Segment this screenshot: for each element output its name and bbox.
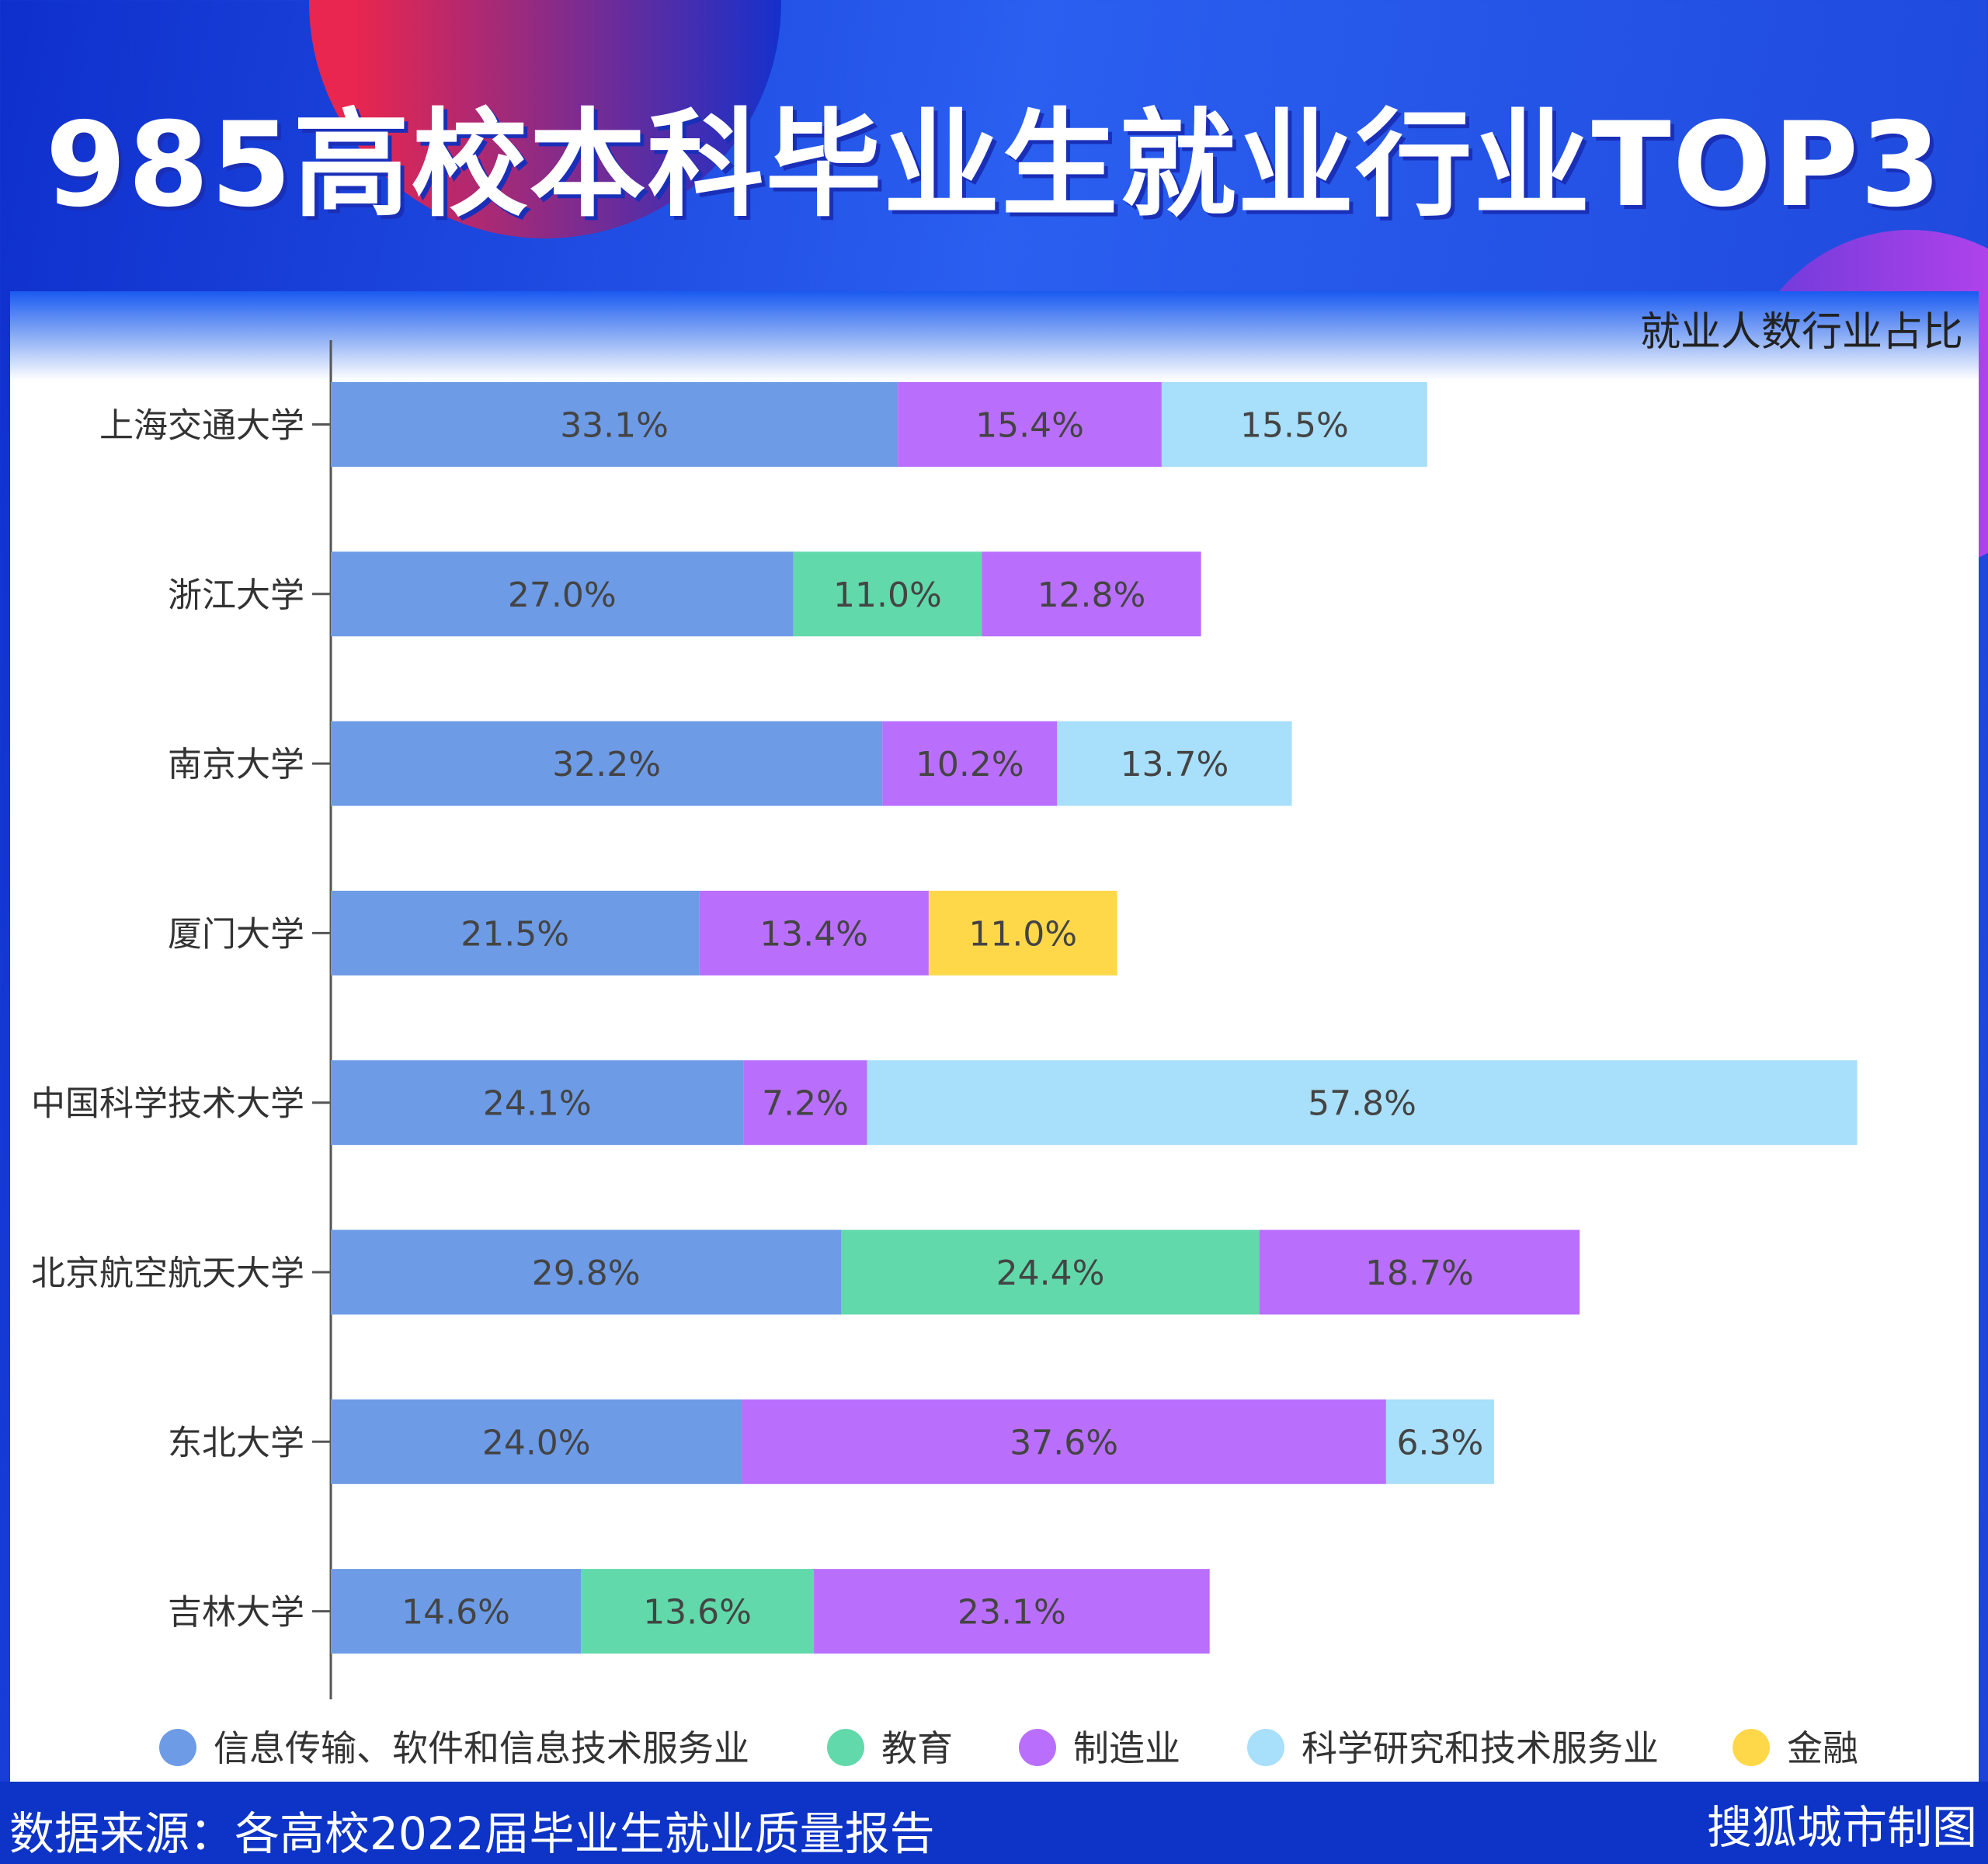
y-tick-label: 上海交通大学: [99, 406, 304, 446]
footer-bar: 数据来源：各高校2022届毕业生就业质量报告 搜狐城市制图: [0, 1782, 1988, 1864]
data-label: 13.6%: [643, 1593, 752, 1633]
bar-segment: [331, 1569, 582, 1654]
legend-label: 金融: [1787, 1727, 1858, 1769]
data-label: 23.1%: [958, 1593, 1066, 1633]
data-label: 32.2%: [552, 745, 661, 784]
data-label: 37.6%: [1010, 1423, 1118, 1462]
bar-segment: [1259, 1229, 1580, 1315]
bar-segment: [814, 1569, 1210, 1654]
legend-label: 制造业: [1073, 1727, 1180, 1769]
data-label: 21.5%: [461, 914, 569, 954]
y-tick-label: 南京大学: [168, 745, 304, 784]
legend-marker: [1247, 1729, 1284, 1766]
data-label: 24.0%: [482, 1423, 591, 1462]
chart-panel: 就业人数行业占比: [10, 291, 1979, 1782]
y-tick-label: 吉林大学: [168, 1593, 304, 1633]
data-label: 15.4%: [975, 406, 1084, 446]
data-source: 数据来源：各高校2022届毕业生就业质量报告: [9, 1807, 935, 1860]
bar-segment: [699, 890, 929, 975]
y-tick-label: 中国科学技术大学: [31, 1084, 304, 1124]
legend-label: 信息传输、软件和信息技术服务业: [214, 1727, 749, 1769]
bar-segment: [331, 890, 700, 975]
data-label: 18.7%: [1365, 1254, 1474, 1293]
y-tick-label: 东北大学: [168, 1423, 304, 1462]
y-tick-label: 浙江大学: [168, 576, 304, 615]
data-label: 11.0%: [968, 914, 1077, 954]
legend-marker: [159, 1729, 196, 1766]
credit: 搜狐城市制图: [1706, 1801, 1977, 1854]
bar-segment: [331, 551, 794, 637]
data-label: 24.4%: [996, 1254, 1105, 1293]
bar-segment: [841, 1229, 1260, 1315]
data-label: 33.1%: [560, 406, 669, 446]
bar-segment: [331, 1060, 744, 1146]
legend-label: 科学研究和技术服务业: [1302, 1727, 1659, 1769]
data-label: 11.0%: [833, 576, 942, 615]
bar-segment: [581, 1569, 815, 1654]
data-label: 13.7%: [1121, 745, 1229, 784]
bar-segment: [867, 1060, 1858, 1146]
data-label: 6.3%: [1396, 1423, 1483, 1462]
bar-segment: [982, 551, 1201, 637]
bar-segment: [1161, 382, 1427, 467]
bar-segment: [742, 1399, 1386, 1484]
data-label: 24.1%: [483, 1084, 592, 1124]
legend-label: 教育: [881, 1727, 953, 1769]
data-label: 29.8%: [532, 1254, 641, 1293]
y-tick-label: 厦门大学: [168, 914, 304, 954]
legend-marker: [1019, 1729, 1056, 1766]
bar-segment: [898, 382, 1162, 467]
page-title: 985高校本科毕业生就业行业TOP3: [45, 98, 1943, 233]
bar-segment: [331, 382, 898, 467]
bar-segment: [1385, 1399, 1494, 1484]
data-label: 10.2%: [916, 745, 1024, 784]
y-tick-label: 北京航空航天大学: [31, 1254, 304, 1293]
data-label: 27.0%: [508, 576, 617, 615]
bar-segment: [331, 1229, 842, 1315]
data-label: 7.2%: [762, 1084, 849, 1124]
bar-segment: [1057, 721, 1292, 806]
legend-marker: [827, 1729, 864, 1766]
data-label: 14.6%: [401, 1593, 510, 1633]
bar-segment: [331, 1399, 742, 1484]
legend-marker: [1733, 1729, 1770, 1766]
data-label: 12.8%: [1037, 576, 1146, 615]
bar-segment: [882, 721, 1058, 806]
bar-segment: [928, 890, 1117, 975]
data-label: 15.5%: [1240, 406, 1349, 446]
data-label: 57.8%: [1308, 1084, 1416, 1124]
data-label: 13.4%: [759, 914, 868, 954]
bar-segment: [331, 721, 883, 806]
bar-segment: [793, 551, 982, 637]
bar-segment: [743, 1060, 867, 1146]
chart-title: 就业人数行业占比: [1639, 309, 1963, 356]
